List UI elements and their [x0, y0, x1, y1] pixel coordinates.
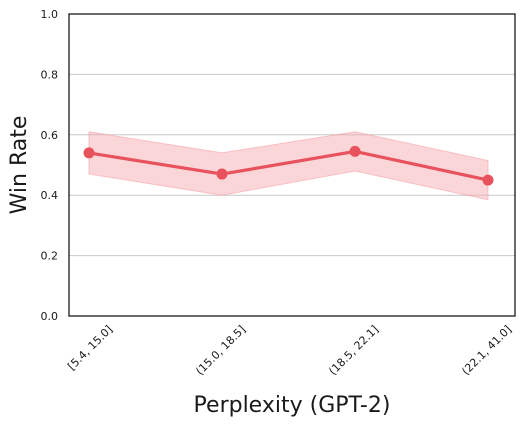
x-axis-title: Perplexity (GPT-2)	[194, 393, 391, 418]
y-tick-label: 1.0	[41, 8, 59, 21]
y-tick-label: 0.6	[41, 129, 59, 142]
y-tick-label: 0.2	[41, 250, 59, 263]
y-axis-title: Win Rate	[7, 116, 32, 215]
data-point	[482, 174, 494, 186]
x-tick-labels: [5.4, 15.0] (15.0, 18.5] (18.5, 22.1] (22.1…	[65, 323, 514, 378]
x-tick-label: (18.5, 22.1]	[326, 323, 381, 378]
confidence-bands	[88, 131, 489, 201]
y-tick-label: 0.0	[41, 310, 59, 323]
y-tick-labels: 0.0 0.2 0.4 0.6 0.8 1.0	[41, 8, 59, 323]
grid-lines	[69, 73, 515, 257]
data-point	[216, 168, 228, 180]
series-lines	[88, 149, 489, 182]
data-point	[349, 145, 361, 157]
x-tick-label: (15.0, 18.5]	[193, 323, 248, 378]
series-points	[83, 145, 494, 186]
plot-frame	[68, 13, 516, 317]
y-tick-label: 0.8	[41, 68, 59, 81]
series-line	[88, 149, 489, 182]
x-tick-label: (22.1, 41.0]	[459, 323, 514, 378]
x-tick-label: [5.4, 15.0]	[65, 323, 115, 373]
y-tick-label: 0.4	[41, 189, 59, 202]
confidence-band	[88, 131, 489, 201]
data-point	[83, 147, 95, 159]
